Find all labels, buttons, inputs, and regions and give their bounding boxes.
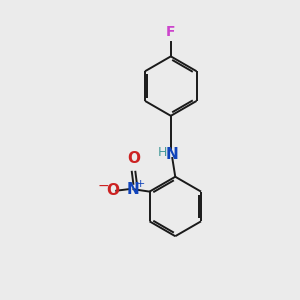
Text: O: O (106, 183, 119, 198)
Text: N: N (166, 147, 179, 162)
Text: F: F (166, 25, 176, 38)
Text: +: + (136, 179, 145, 189)
Text: −: − (97, 178, 109, 192)
Text: H: H (158, 146, 167, 160)
Text: N: N (127, 182, 140, 197)
Text: O: O (127, 151, 140, 166)
